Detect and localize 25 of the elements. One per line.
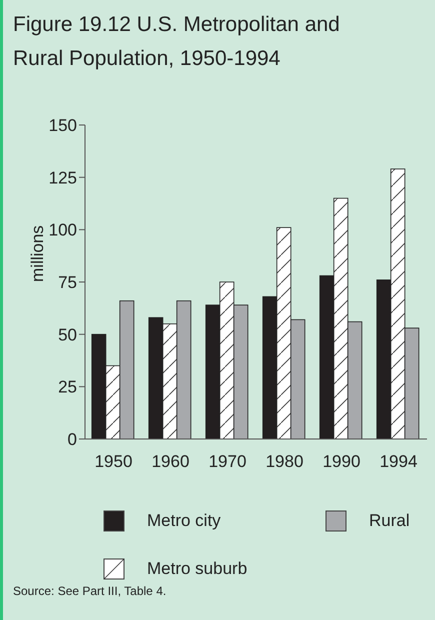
x-tick-label: 1970: [208, 452, 246, 472]
chart-title: Figure 19.12 U.S. Metropolitan and Rural Population, 1950-1994: [13, 12, 341, 72]
y-tick-label: 100: [48, 220, 77, 240]
x-tick-label: 1950: [94, 452, 132, 472]
bar: [404, 328, 420, 439]
x-tick-label: 1980: [266, 452, 304, 472]
legend-label: Metro suburb: [147, 559, 248, 579]
legend-label: Rural: [369, 511, 410, 531]
x-tick-label: 1960: [152, 452, 190, 472]
x-tick-label: 1994: [380, 452, 418, 472]
y-tick-label: 25: [58, 378, 77, 397]
y-tick-label: 50: [58, 325, 77, 344]
bar: [290, 319, 306, 439]
y-tick-label: 0: [68, 430, 77, 450]
y-tick-label: 75: [58, 273, 77, 292]
y-tick-label: 125: [48, 168, 77, 188]
bar: [91, 334, 106, 439]
source-note: Source: See Part III, Table 4.: [13, 584, 166, 598]
y-tick-label: 150: [48, 116, 77, 136]
bar: [347, 321, 362, 439]
bar: [119, 300, 134, 439]
bar: [233, 304, 248, 439]
x-tick-label: 1990: [322, 452, 360, 472]
y-axis-title: millions: [28, 225, 48, 282]
legend-label: Metro city: [147, 511, 221, 531]
